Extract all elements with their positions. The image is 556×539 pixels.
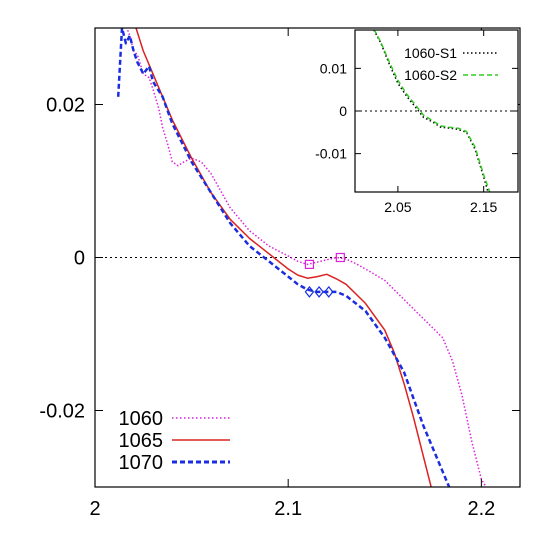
main-legend-label: 1060 [119,408,164,430]
main-marker-square-1 [335,252,345,263]
inset-y-tick-label: 0.01 [320,60,347,76]
main-x-tick-label: 2 [89,498,100,520]
main-legend-label: 1070 [119,452,164,474]
inset-legend-label: 1060-S2 [404,67,457,83]
main-x-tick-label: 2.2 [467,498,495,520]
main-y-tick-label: -0.02 [39,401,85,423]
inset-series-1060-S2 [373,30,491,192]
inset-y-tick-label: -0.01 [315,146,347,162]
main-series-1070 [116,28,451,487]
inset-plot: 2.05 2.15 -0.01 0 0.01 1060-S1 1060-S2 [315,29,519,215]
main-y-tick-label: 0 [74,248,85,270]
main-x-tick-label: 2.1 [274,498,302,520]
main-marker-diamond-2 [323,285,334,298]
main-marker-diamond-1 [314,285,324,298]
main-marker-square-0 [304,259,315,269]
main-y-tick-label: 0.02 [46,95,85,117]
main-legend-label: 1065 [119,430,164,452]
main-marker-diamond-0 [304,285,315,298]
inset-x-tick-label: 2.15 [470,199,497,215]
inset-series-group [373,30,491,192]
main-series-group [116,28,488,487]
inset-legend-label: 1060-S1 [404,45,457,61]
inset-series-1060-S1 [373,30,489,192]
inset-y-tick-label: 0 [339,103,347,119]
inset-x-tick-label: 2.05 [384,199,411,215]
